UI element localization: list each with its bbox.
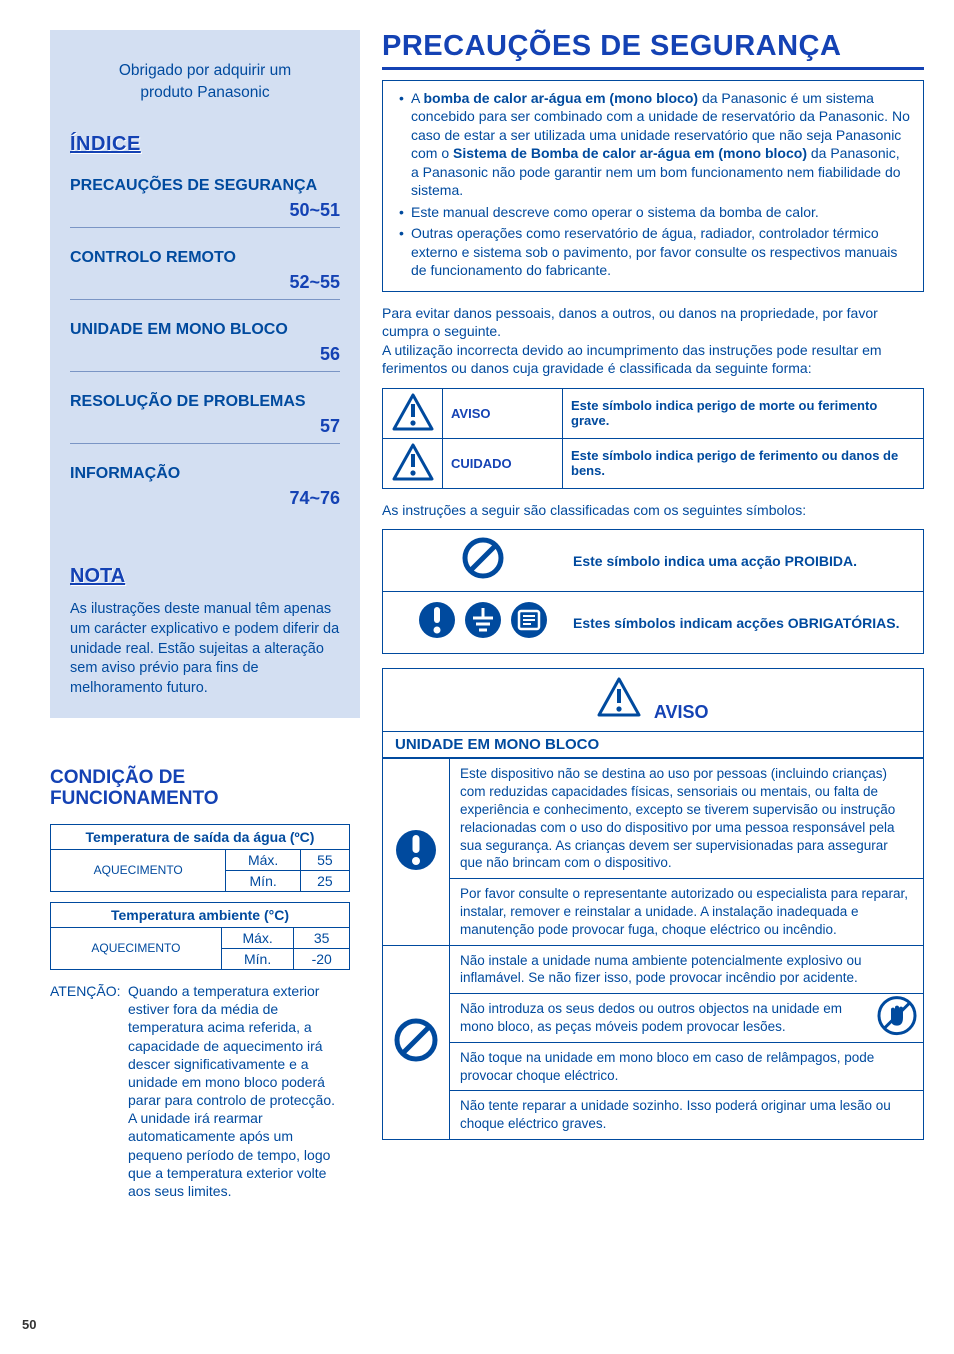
atencao-block: ATENÇÃO:Quando a temperatura exterior es… — [50, 982, 350, 1200]
mandatory-exclaim-icon — [383, 759, 450, 945]
temp-table-water: Temperatura de saída da água (ºC) AQUECI… — [50, 824, 350, 892]
table-title: Temperatura ambiente (°C) — [51, 902, 350, 927]
aviso-header: AVISO — [382, 668, 924, 732]
cuidado-desc: Este símbolo indica perigo de ferimento … — [563, 438, 924, 488]
aviso-subhead: UNIDADE EM MONO BLOCO — [382, 732, 924, 758]
toc-item: INFORMAÇÃO 74~76 — [70, 464, 340, 515]
intro-bullet-1: A bomba de calor ar-água em (mono bloco)… — [399, 89, 911, 200]
warning-text: Por favor consulte o representante autor… — [450, 879, 924, 945]
temp-table-ambient: Temperatura ambiente (°C) AQUECIMENTO Má… — [50, 902, 350, 970]
warning-text: Não introduza os seus dedos ou outros ob… — [460, 1000, 913, 1036]
atencao-label: ATENÇÃO: — [50, 982, 128, 1000]
toc-item: PRECAUÇÕES DE SEGURANÇA 50~51 — [70, 176, 340, 228]
page-number: 50 — [22, 1317, 36, 1332]
toc-item: CONTROLO REMOTO 52~55 — [70, 248, 340, 300]
t: Sistema de Bomba de calor ar-água em (mo… — [453, 145, 807, 161]
row-label: AQUECIMENTO — [51, 849, 226, 891]
no-touch-icon — [877, 996, 917, 1041]
nota-heading: NOTA — [70, 565, 340, 588]
sidebar: Obrigado por adquirir um produto Panason… — [0, 0, 360, 1354]
caution-triangle-icon — [383, 438, 443, 488]
main-title: PRECAUÇÕES DE SEGURANÇA — [382, 30, 924, 70]
warning-text: Este dispositivo não se destina ao uso p… — [450, 759, 924, 879]
para-1: Para evitar danos pessoais, danos a outr… — [382, 304, 924, 378]
thanks-text: Obrigado por adquirir um produto Panason… — [70, 60, 340, 103]
toc-item-pages: 56 — [70, 344, 340, 365]
min-label: Mín. — [226, 870, 300, 891]
classif-row-prohibited: Este símbolo indica uma acção PROIBIDA. — [383, 530, 923, 592]
classif-intro: As instruções a seguir são classificadas… — [382, 501, 924, 519]
condicao-heading: CONDIÇÃO DE FUNCIONAMENTO — [50, 768, 360, 810]
toc-item-title: RESOLUÇÃO DE PROBLEMAS — [70, 392, 340, 412]
aviso-desc: Este símbolo indica perigo de morte ou f… — [563, 388, 924, 438]
classif-row-mandatory: Estes símbolos indicam acções OBRIGATÓRI… — [383, 594, 923, 651]
classif-prohibited-text: Este símbolo indica uma acção PROIBIDA. — [573, 553, 913, 569]
classif-mandatory-text: Estes símbolos indicam acções OBRIGATÓRI… — [573, 615, 913, 631]
mandatory-manual-icon — [509, 600, 549, 645]
toc-item-title: UNIDADE EM MONO BLOCO — [70, 320, 340, 340]
nota-text: As ilustrações deste manual têm apenas u… — [70, 600, 340, 698]
warning-text-with-icon: Não introduza os seus dedos ou outros ob… — [450, 994, 924, 1043]
classification-box: Este símbolo indica uma acção PROIBIDA. … — [382, 529, 924, 654]
thanks-line2: produto Panasonic — [70, 82, 340, 104]
toc-item-pages: 57 — [70, 416, 340, 437]
min-val: -20 — [294, 948, 350, 969]
toc-item-title: CONTROLO REMOTO — [70, 248, 340, 268]
toc-item-pages: 52~55 — [70, 272, 340, 293]
warning-table: Este dispositivo não se destina ao uso p… — [382, 758, 924, 1140]
min-val: 25 — [300, 870, 349, 891]
aviso-label: AVISO — [443, 388, 563, 438]
toc-item: UNIDADE EM MONO BLOCO 56 — [70, 320, 340, 372]
main-content: PRECAUÇÕES DE SEGURANÇA A bomba de calor… — [360, 0, 954, 1354]
mandatory-exclaim-icon — [417, 600, 457, 645]
max-label: Máx. — [221, 927, 294, 948]
intro-box: A bomba de calor ar-água em (mono bloco)… — [382, 80, 924, 292]
symbol-table: AVISO Este símbolo indica perigo de mort… — [382, 388, 924, 489]
toc-heading: ÍNDICE — [70, 133, 340, 156]
max-label: Máx. — [226, 849, 300, 870]
toc-item-pages: 74~76 — [70, 488, 340, 509]
row-label: AQUECIMENTO — [51, 927, 222, 969]
thanks-line1: Obrigado por adquirir um — [70, 60, 340, 82]
warning-triangle-icon — [383, 388, 443, 438]
max-val: 55 — [300, 849, 349, 870]
mandatory-ground-icon — [463, 600, 503, 645]
warning-text: Não toque na unidade em mono bloco em ca… — [450, 1042, 924, 1091]
toc-item-title: PRECAUÇÕES DE SEGURANÇA — [70, 176, 340, 196]
prohibited-icon — [461, 536, 505, 585]
intro-bullet-2: Este manual descreve como operar o siste… — [399, 203, 911, 221]
toc-panel: Obrigado por adquirir um produto Panason… — [50, 30, 360, 718]
t: bomba de calor ar-água em (mono bloco) — [423, 90, 698, 106]
cuidado-label: CUIDADO — [443, 438, 563, 488]
warning-text: Não instale a unidade numa ambiente pote… — [450, 945, 924, 994]
intro-bullet-3: Outras operações como reservatório de ág… — [399, 224, 911, 279]
prohibited-icon — [383, 945, 450, 1140]
toc-item-pages: 50~51 — [70, 200, 340, 221]
toc-item: RESOLUÇÃO DE PROBLEMAS 57 — [70, 392, 340, 444]
aviso-header-label: AVISO — [654, 702, 709, 722]
min-label: Mín. — [221, 948, 294, 969]
warning-triangle-icon — [597, 704, 645, 721]
table-title: Temperatura de saída da água (ºC) — [51, 824, 350, 849]
condicao-heading-l2: FUNCIONAMENTO — [50, 789, 360, 810]
t: A — [411, 90, 423, 106]
atencao-text: Quando a temperatura exterior estiver fo… — [128, 982, 338, 1200]
condicao-heading-l1: CONDIÇÃO DE — [50, 768, 360, 789]
max-val: 35 — [294, 927, 350, 948]
toc-item-title: INFORMAÇÃO — [70, 464, 340, 484]
warning-text: Não tente reparar a unidade sozinho. Iss… — [450, 1091, 924, 1140]
